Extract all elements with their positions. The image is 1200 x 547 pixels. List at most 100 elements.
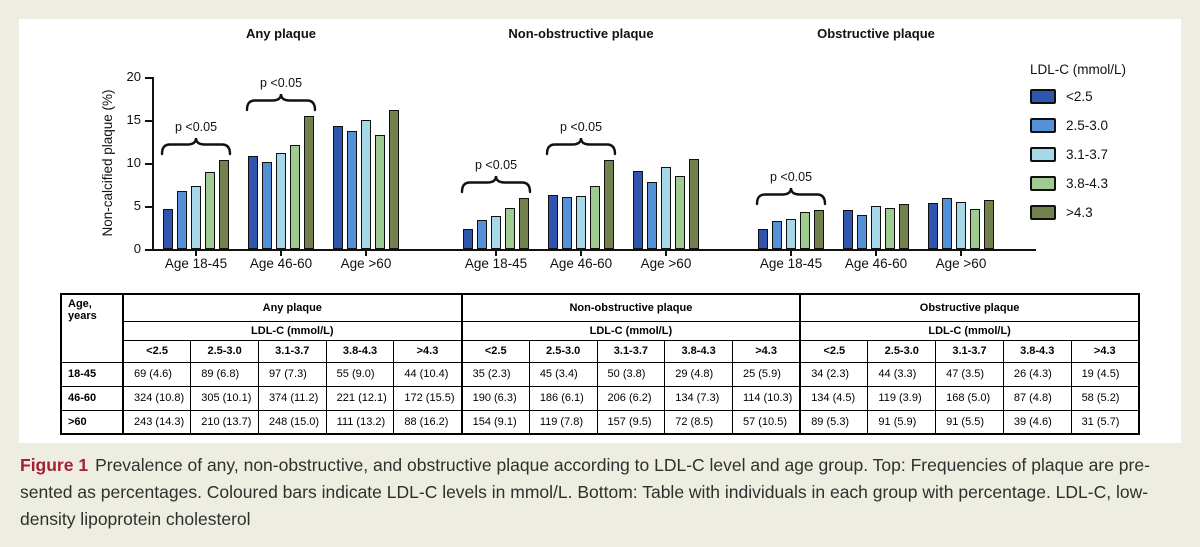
table-column-header: >4.3 <box>1070 339 1140 363</box>
bar <box>661 167 671 249</box>
bar <box>590 186 600 249</box>
y-tick-label: 20 <box>126 69 141 84</box>
y-tick <box>145 248 152 251</box>
x-group-tick <box>790 251 792 256</box>
age-group-label: Age 18-45 <box>164 256 228 271</box>
x-group-tick <box>960 251 962 256</box>
table-cell: 119 (7.8) <box>528 409 598 435</box>
bar <box>899 204 909 249</box>
table-cell: 91 (5.9) <box>867 409 937 435</box>
table-cell: 190 (6.3) <box>460 385 530 411</box>
table-cell: 91 (5.5) <box>935 409 1004 435</box>
legend-item: 3.8-4.3 <box>1030 176 1126 191</box>
table-column-header: 3.8-4.3 <box>325 339 395 363</box>
p-value-label: p <0.05 <box>559 120 603 135</box>
table-cell: 47 (3.5) <box>935 361 1004 387</box>
table-cell: 72 (8.5) <box>664 409 733 435</box>
table-cell: 19 (4.5) <box>1070 361 1140 387</box>
bar <box>689 158 699 249</box>
y-tick-label: 0 <box>133 241 141 256</box>
bar <box>290 144 300 249</box>
caption-line: density lipoprotein cholesterol <box>20 509 251 529</box>
table-cell: 31 (5.7) <box>1070 409 1140 435</box>
bar <box>463 229 473 249</box>
table-cell: 29 (4.8) <box>664 361 733 387</box>
table-section-header: Non-obstructive plaque <box>460 293 801 322</box>
table-cell: 69 (4.6) <box>122 361 192 387</box>
legend-label: 3.8-4.3 <box>1066 176 1109 191</box>
bar <box>519 198 529 249</box>
table-cell: 45 (3.4) <box>528 361 598 387</box>
panel-title: Any plaque <box>245 26 317 41</box>
x-group-tick <box>580 251 582 256</box>
x-group-tick <box>195 251 197 256</box>
table-cell: 50 (3.8) <box>596 361 666 387</box>
bar <box>786 218 796 249</box>
table-column-header: <2.5 <box>122 339 192 363</box>
caption-line: Figure 1 Prevalence of any, non-obstructi… <box>20 452 1182 479</box>
bar <box>248 156 258 249</box>
bar <box>548 194 558 249</box>
legend-swatch-icon <box>1030 176 1056 191</box>
table-cell: 111 (13.2) <box>325 409 395 435</box>
y-tick <box>145 162 152 165</box>
table-cell: 26 (4.3) <box>1002 361 1072 387</box>
table-cell: 206 (6.2) <box>596 385 666 411</box>
bar <box>604 160 614 249</box>
bar <box>956 201 966 249</box>
bar <box>942 198 952 249</box>
bar <box>647 181 657 249</box>
y-tick <box>145 205 152 208</box>
table-subheader: LDL-C (mmol/L) <box>122 320 463 341</box>
y-tick-label: 10 <box>126 155 141 170</box>
bar <box>389 109 399 249</box>
table-column-header: 3.1-3.7 <box>596 339 666 363</box>
figure-caption: Figure 1 Prevalence of any, non-obstructi… <box>20 452 1182 533</box>
table-cell: 34 (2.3) <box>799 361 869 387</box>
table-subheader: LDL-C (mmol/L) <box>799 320 1140 341</box>
caption-line: sented as percentages. Coloured bars ind… <box>20 482 1149 502</box>
brace-annotation <box>160 137 232 155</box>
bar <box>800 212 810 249</box>
table-column-header: >4.3 <box>731 339 801 363</box>
table-cell: 119 (3.9) <box>867 385 937 411</box>
table-cell: 324 (10.8) <box>122 385 192 411</box>
brace-annotation <box>545 138 617 156</box>
table-row: 18-45 69 (4.6) 89 (6.8) 97 (7.3) 55 (9.0) 44 … <box>60 361 1140 387</box>
table-section-header: Any plaque <box>122 293 463 322</box>
x-group-tick <box>875 251 877 256</box>
y-tick-label: 5 <box>133 198 141 213</box>
bar <box>970 209 980 249</box>
caption-text: Prevalence of any, non-obstructive, and … <box>95 455 1150 475</box>
table-cell: 243 (14.3) <box>122 409 192 435</box>
table-cell: 186 (6.1) <box>528 385 598 411</box>
table-column-header: 2.5-3.0 <box>528 339 598 363</box>
legend-label: <2.5 <box>1066 89 1093 104</box>
age-group-label: Age >60 <box>340 256 392 271</box>
legend-item: 3.1-3.7 <box>1030 147 1126 162</box>
brace-annotation <box>245 93 317 111</box>
table-cell: 44 (10.4) <box>393 361 463 387</box>
y-tick-label: 15 <box>126 112 141 127</box>
y-tick <box>145 76 152 79</box>
panel-title: Non-obstructive plaque <box>508 26 654 41</box>
p-value-label: p <0.05 <box>474 158 518 173</box>
legend-item: >4.3 <box>1030 205 1126 220</box>
table-cell: 97 (7.3) <box>257 361 327 387</box>
table-column-header: <2.5 <box>799 339 869 363</box>
age-group-label: Age 46-60 <box>844 256 908 271</box>
age-group-label: Age >60 <box>935 256 987 271</box>
table-column-header: 2.5-3.0 <box>190 339 259 363</box>
bar <box>576 195 586 249</box>
table-cell: 248 (15.0) <box>257 409 327 435</box>
table-cell: 210 (13.7) <box>190 409 259 435</box>
table-corner-header: Age, years <box>60 293 124 363</box>
x-axis-line <box>152 249 1036 251</box>
table-row-header: 46-60 <box>60 385 124 411</box>
bar <box>814 210 824 249</box>
table-cell: 87 (4.8) <box>1002 385 1072 411</box>
brace-annotation <box>755 188 827 206</box>
table-cell: 89 (5.3) <box>799 409 869 435</box>
